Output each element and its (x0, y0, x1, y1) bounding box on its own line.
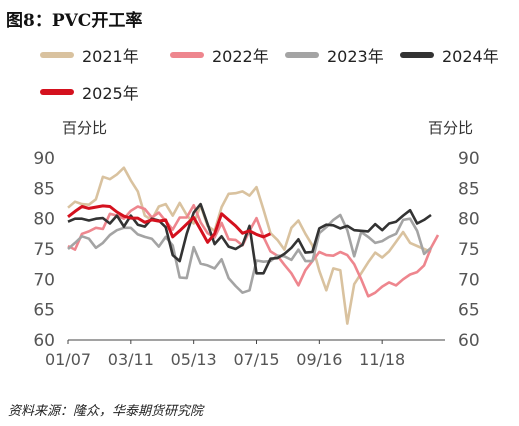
right-axis-unit: 百分比 (428, 119, 474, 137)
left-y-tick-label: 85 (33, 179, 55, 199)
left-y-tick-label: 80 (33, 210, 55, 230)
legend-item: 2025年 (40, 80, 139, 104)
x-tick-label: 09/16 (296, 350, 342, 369)
chart-axes: 60 60 65 65 70 70 75 75 80 80 85 85 90 90 01/07 03/11 05… (33, 149, 479, 369)
left-axis-unit: 百分比 (62, 119, 108, 137)
x-tick-label: 05/13 (171, 350, 217, 369)
source-note: 资料来源：隆众，华泰期货研究院 (8, 404, 204, 419)
legend-item: 2021年 (40, 43, 139, 67)
left-y-tick-label: 75 (33, 240, 55, 260)
figure-title: 图8：PVC开工率 (6, 11, 143, 31)
series-line (67, 213, 432, 295)
left-y-tick-label: 90 (33, 149, 55, 169)
legend-swatch (170, 52, 204, 58)
x-tick-label: 07/15 (233, 350, 279, 369)
series-line (67, 202, 432, 275)
series-line (67, 204, 272, 244)
x-tick-label: 01/07 (45, 350, 91, 369)
left-y-tick-label: 70 (33, 270, 55, 290)
right-y-tick-label: 65 (458, 301, 480, 321)
right-y-tick-label: 75 (458, 240, 480, 260)
legend-item: 2024年 (400, 43, 499, 67)
right-y-tick-label: 80 (458, 210, 480, 230)
x-tick-label: 03/11 (108, 350, 154, 369)
left-y-tick-label: 60 (33, 331, 55, 351)
legend-label: 2024年 (442, 47, 499, 66)
series-line (67, 204, 440, 298)
legend-swatch (40, 52, 74, 58)
legend-label: 2023年 (327, 47, 384, 66)
right-y-tick-label: 85 (458, 179, 480, 199)
legend-swatch (285, 52, 319, 58)
legend-swatch (40, 89, 74, 95)
x-tick-label: 11/18 (359, 350, 405, 369)
left-y-tick-label: 65 (33, 301, 55, 321)
legend-item: 2022年 (170, 43, 269, 67)
legend-label: 2021年 (82, 47, 139, 66)
chart-lines (67, 166, 440, 325)
legend-label: 2022年 (212, 47, 269, 66)
right-y-tick-label: 90 (458, 149, 480, 169)
right-y-tick-label: 60 (458, 331, 480, 351)
legend-item: 2023年 (285, 43, 384, 67)
series-line (67, 166, 432, 325)
legend-swatch (400, 52, 434, 58)
right-y-tick-label: 70 (458, 270, 480, 290)
legend-label: 2025年 (82, 84, 139, 103)
